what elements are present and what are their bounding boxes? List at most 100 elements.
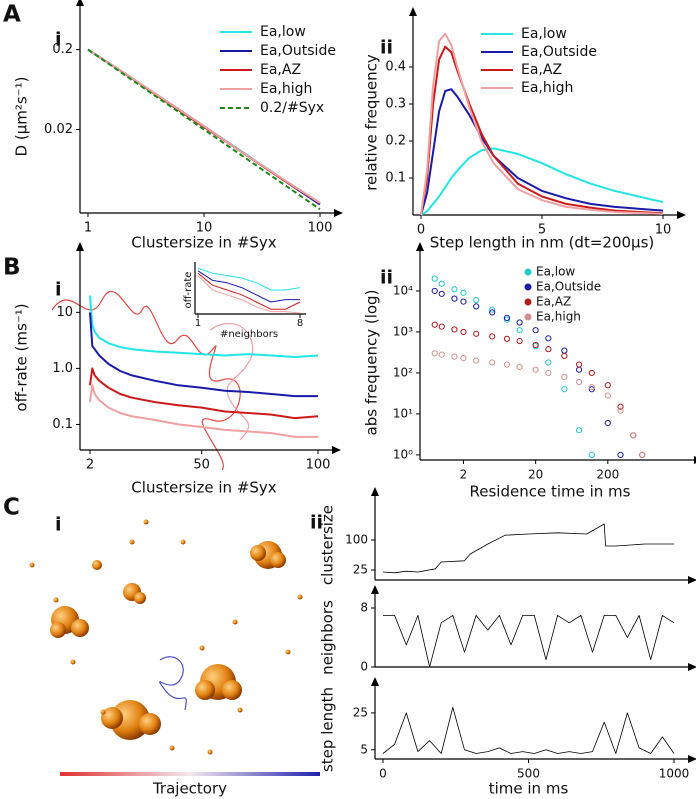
data-point xyxy=(604,392,611,399)
data-point xyxy=(451,286,458,293)
x-tick-label: 50 xyxy=(193,458,210,473)
y-axis-label: D (μm²s⁻¹) xyxy=(13,77,31,157)
x-tick-label: 2 xyxy=(86,458,94,473)
cluster xyxy=(29,519,303,755)
y-axis-arrow xyxy=(76,242,84,251)
series-line xyxy=(197,272,301,310)
y-tick-label: 25 xyxy=(353,705,368,719)
y-axis-arrow xyxy=(76,0,84,6)
data-point xyxy=(545,346,552,353)
series-line xyxy=(87,48,321,211)
data-point xyxy=(489,306,496,313)
data-point xyxy=(503,335,511,342)
y-axis-arrow xyxy=(371,487,379,496)
x-tick-label: 100 xyxy=(308,221,333,236)
data-point xyxy=(431,321,438,328)
colorbar-label: Trajectory xyxy=(152,780,227,798)
x-axis-arrow xyxy=(334,209,343,217)
x-axis-arrow xyxy=(688,755,696,763)
data-point xyxy=(473,330,480,337)
y-tick-label: 0.3 xyxy=(385,97,406,112)
panel-label: B xyxy=(3,255,21,281)
y-axis-arrow xyxy=(371,677,379,686)
chart: 0 8 neighbors xyxy=(319,585,696,675)
y-tick-label: 0.4 xyxy=(385,60,406,75)
data-point xyxy=(451,295,458,302)
trajectory-colorbar xyxy=(60,772,320,776)
x-tick-label: 1 xyxy=(195,318,201,329)
x-tick-label: 0 xyxy=(417,223,425,238)
data-point xyxy=(545,369,552,377)
y-tick-label: 5 xyxy=(360,742,368,756)
panel-label: A xyxy=(3,2,21,28)
legend-label: Ea,AZ xyxy=(536,295,571,309)
data-point xyxy=(451,353,458,360)
subpanel-label: ii xyxy=(310,512,323,534)
data-point xyxy=(460,289,467,296)
series-line xyxy=(420,147,664,216)
data-point xyxy=(503,316,511,323)
data-point xyxy=(516,319,523,326)
y-tick-label: 0 xyxy=(360,660,368,674)
trajectory-pink xyxy=(209,322,254,441)
legend-label: Ea,Outside xyxy=(536,280,601,294)
subpanel-label: i xyxy=(55,514,62,536)
data-point xyxy=(575,366,583,373)
y-axis-arrow xyxy=(416,242,424,251)
series-line xyxy=(197,267,301,291)
x-axis-label: #neighbors xyxy=(220,329,278,340)
data-point xyxy=(545,335,552,342)
y-tick-label: 10 xyxy=(56,305,73,320)
data-point xyxy=(503,314,511,322)
subpanel-label: ii xyxy=(380,267,393,289)
legend-label: Ea,Outside xyxy=(260,43,336,59)
legend-label: Ea,low xyxy=(260,24,306,40)
data-point xyxy=(473,357,480,364)
y-tick-label: 0.2 xyxy=(385,134,406,149)
data-point xyxy=(532,341,539,349)
legend-swatch xyxy=(524,283,532,291)
legend-label: Ea,high xyxy=(536,310,581,324)
y-axis-label: relative frequency xyxy=(363,54,381,191)
x-tick-label: 10 xyxy=(196,221,213,236)
trajectory-red xyxy=(51,290,241,471)
data-point xyxy=(489,333,496,340)
data-point xyxy=(438,290,445,297)
data-point xyxy=(516,327,523,334)
data-point xyxy=(561,373,568,380)
series-line xyxy=(382,707,675,754)
legend-label: Ea,low xyxy=(521,26,567,42)
data-point xyxy=(588,451,595,458)
y-axis-label: neighbors xyxy=(319,600,337,675)
data-point xyxy=(588,369,595,377)
chart: 1 8 #neighbors off-rate xyxy=(183,262,306,340)
data-point xyxy=(588,386,595,393)
y-tick-label: 1.0 xyxy=(52,361,73,376)
x-tick-label: 10 xyxy=(655,223,672,238)
subpanel-label: i xyxy=(55,29,62,51)
data-point xyxy=(503,361,511,368)
data-point xyxy=(639,451,646,458)
data-point xyxy=(617,403,624,410)
y-tick-label: 0.2 xyxy=(52,42,73,57)
y-tick-label: 100 xyxy=(345,533,368,547)
series-line xyxy=(89,367,319,420)
data-point xyxy=(617,407,624,414)
legend-label: Ea,Outside xyxy=(521,44,597,60)
x-axis-label: Clustersize in #Syx xyxy=(131,479,277,497)
data-point xyxy=(561,386,568,393)
x-tick-label: 8 xyxy=(297,318,303,329)
data-point xyxy=(451,326,458,333)
y-tick-label: 0.1 xyxy=(52,417,73,432)
subpanel-label: i xyxy=(55,279,62,301)
x-tick-label: 5 xyxy=(538,223,546,238)
simulation-render: Trajectory C i xyxy=(3,290,320,798)
data-point xyxy=(630,432,637,439)
series-line xyxy=(382,523,674,574)
data-point xyxy=(489,359,496,366)
x-axis-arrow xyxy=(688,663,696,671)
x-tick-label: 500 xyxy=(517,767,540,781)
trajectory-blue xyxy=(159,656,187,711)
chart: 0 500 1000 5 25 time in ms step length xyxy=(319,677,696,798)
